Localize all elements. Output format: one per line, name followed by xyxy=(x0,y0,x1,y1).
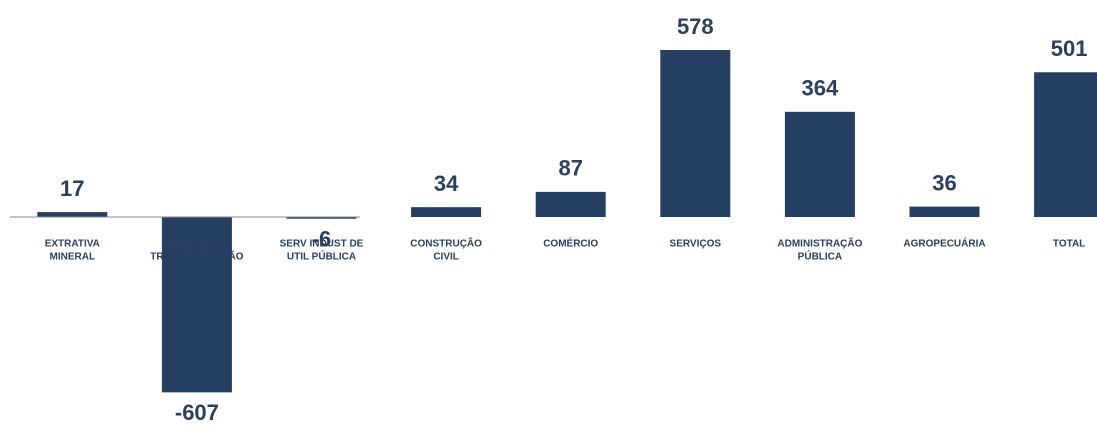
category-label: TOTAL xyxy=(1053,239,1085,250)
category-label: COMÉRCIO xyxy=(543,237,598,250)
value-label: 578 xyxy=(677,14,714,39)
bar xyxy=(535,191,606,217)
value-label: 36 xyxy=(932,170,956,195)
category-label: INDÚSTRIA DE xyxy=(162,237,233,250)
category-label: SERVIÇOS xyxy=(670,239,722,250)
bar xyxy=(411,207,482,217)
bar xyxy=(660,50,731,218)
value-label: -6 xyxy=(312,227,332,252)
value-label: 87 xyxy=(558,156,582,181)
value-label: -607 xyxy=(175,400,219,425)
bar xyxy=(909,206,980,217)
category-label: AGROPECUÁRIA xyxy=(903,237,985,250)
value-label: 17 xyxy=(60,176,84,201)
bar xyxy=(161,217,232,393)
bar xyxy=(286,217,357,219)
value-label: 364 xyxy=(802,76,839,101)
value-label: 34 xyxy=(434,171,459,196)
category-label: TRANSFORMAÇÃO xyxy=(150,250,244,263)
category-label: ADMINISTRAÇÃO xyxy=(777,237,862,250)
category-label: CONSTRUÇÃO xyxy=(410,237,482,250)
category-label: PÚBLICA xyxy=(798,250,842,263)
category-label: MINERAL xyxy=(50,252,96,263)
value-label: 501 xyxy=(1051,36,1088,61)
bar xyxy=(1034,72,1097,217)
bar xyxy=(784,111,855,217)
category-label: CIVIL xyxy=(433,252,459,263)
bar xyxy=(37,212,108,217)
category-label: EXTRATIVA xyxy=(45,239,100,250)
category-label: SERV INDUST DE xyxy=(280,239,364,250)
category-label: UTIL PÚBLICA xyxy=(287,250,356,263)
